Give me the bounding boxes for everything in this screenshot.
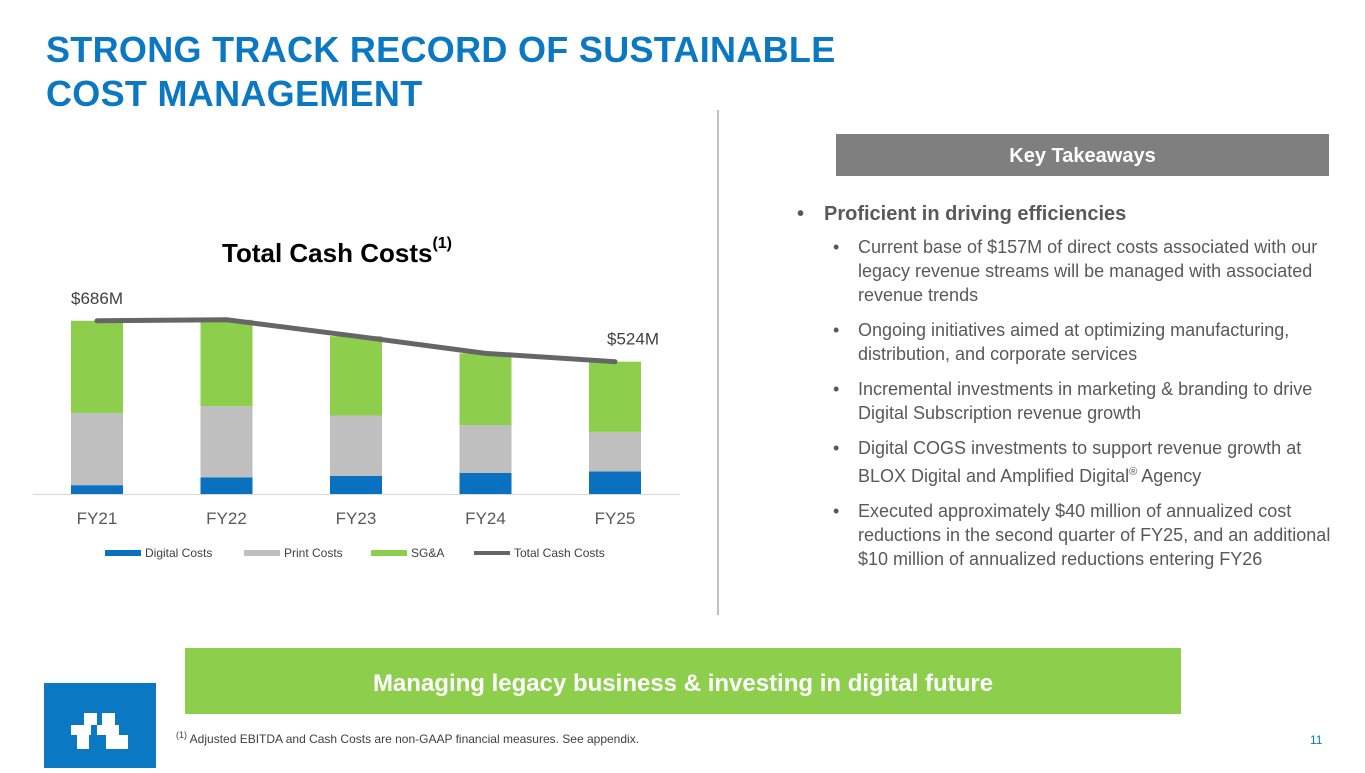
- x-tick-label: FY24: [465, 509, 506, 528]
- company-logo: [44, 683, 156, 768]
- bar-print-costs-fy23: [330, 415, 382, 476]
- sub-bullet-text: Incremental investments in marketing & b…: [858, 379, 1313, 423]
- bar-print-costs-fy21: [71, 412, 123, 486]
- bar-digital-costs-fy25: [589, 471, 641, 494]
- bar-digital-costs-fy22: [200, 477, 253, 494]
- bullet-dot: •: [833, 501, 840, 521]
- bar-digital-costs-fy24: [459, 472, 512, 494]
- legend-swatch-sg-a: [371, 550, 407, 556]
- chart-title: Total Cash Costs(1): [222, 235, 452, 269]
- sub-bullet-text: Digital COGS investments to support reve…: [858, 438, 1301, 486]
- x-tick-label: FY25: [595, 509, 636, 528]
- legend-label: SG&A: [411, 546, 444, 560]
- main-bullet-text: Proficient in driving efficiencies: [824, 203, 1127, 225]
- main-bullet: • Proficient in driving efficiencies: [797, 202, 1357, 226]
- footnote-text: Adjusted EBITDA and Cash Costs are non-G…: [187, 732, 640, 746]
- x-tick-label: FY22: [206, 509, 247, 528]
- sub-bullet: • Current base of $157M of direct costs …: [797, 235, 1357, 307]
- bar-sg-a-fy25: [589, 361, 641, 432]
- total-cash-costs-chart: FY21 FY22 FY23 FY24 FY25 $686M $524M Digital Co…: [33, 289, 680, 560]
- slide-title-line2: COST MANAGEMENT: [46, 73, 423, 114]
- bullet-dot: •: [833, 320, 840, 340]
- bar-print-costs-fy22: [200, 406, 253, 478]
- x-tick-label: FY21: [77, 509, 118, 528]
- bar-print-costs-fy24: [459, 425, 512, 473]
- slide-title-line1: STRONG TRACK RECORD OF SUSTAINABLE: [46, 29, 836, 70]
- sub-bullet: • Incremental investments in marketing &…: [797, 377, 1357, 425]
- bar-sg-a-fy23: [330, 336, 382, 416]
- legend-label: Total Cash Costs: [514, 546, 605, 560]
- page-number: 11: [1310, 733, 1323, 747]
- sub-bullet: • Ongoing initiatives aimed at optimizin…: [797, 318, 1357, 366]
- bar-sg-a-fy22: [200, 319, 253, 407]
- bar-sg-a-fy24: [459, 353, 512, 426]
- bar-print-costs-fy25: [589, 431, 641, 472]
- sub-bullet-text: Current base of $157M of direct costs as…: [858, 237, 1318, 305]
- bullet-dot: •: [833, 379, 840, 399]
- sub-bullet: • Executed approximately $40 million of …: [797, 499, 1357, 571]
- sub-bullet-text: Ongoing initiatives aimed at optimizing …: [858, 320, 1290, 364]
- slide-title: STRONG TRACK RECORD OF SUSTAINABLE COST …: [46, 28, 946, 116]
- chart-title-footnote-marker: (1): [432, 235, 452, 253]
- sub-bullet-text-part2: Agency: [1137, 466, 1202, 486]
- x-tick-label: FY23: [336, 509, 377, 528]
- bar-sg-a-fy21: [71, 320, 123, 413]
- legend-swatch-print-costs: [244, 550, 280, 556]
- summary-banner: Managing legacy business & investing in …: [185, 648, 1181, 714]
- data-label: $686M: [71, 289, 123, 308]
- bar-digital-costs-fy21: [71, 485, 123, 494]
- takeaways-list: • Proficient in driving efficiencies • C…: [797, 202, 1357, 582]
- footnote: (1) Adjusted EBITDA and Cash Costs are n…: [176, 730, 639, 746]
- key-takeaways-header: Key Takeaways: [836, 134, 1329, 176]
- sub-bullet-text-part1: Digital COGS investments to support reve…: [858, 438, 1302, 486]
- sub-bullet-text: Executed approximately $40 million of an…: [858, 501, 1331, 569]
- legend-label: Print Costs: [284, 546, 343, 560]
- bullet-dot: •: [797, 203, 805, 225]
- legend-swatch-digital-costs: [105, 550, 141, 556]
- bullet-dot: •: [833, 237, 840, 257]
- legend-label: Digital Costs: [145, 546, 212, 560]
- vertical-divider: [717, 110, 719, 615]
- sub-bullet: • Digital COGS investments to support re…: [797, 436, 1357, 488]
- data-label: $524M: [607, 330, 659, 349]
- bullet-dot: •: [833, 438, 840, 458]
- footnote-marker: (1): [176, 730, 187, 740]
- registered-mark: ®: [1129, 466, 1138, 478]
- chart-title-text: Total Cash Costs: [222, 238, 433, 268]
- logo-icon: [71, 713, 128, 749]
- sub-bullets: • Current base of $157M of direct costs …: [797, 235, 1357, 571]
- bar-digital-costs-fy23: [330, 475, 382, 494]
- line-total-cash-costs: [94, 317, 618, 365]
